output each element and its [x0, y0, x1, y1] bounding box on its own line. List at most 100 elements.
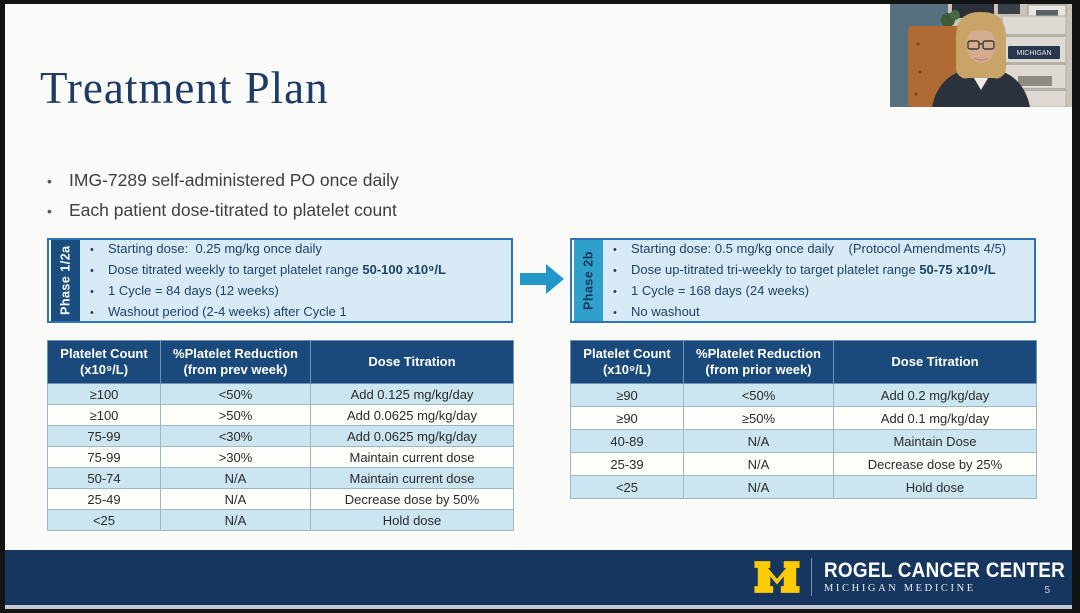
table-cell: >50% [160, 404, 311, 426]
table-cell: 25-49 [47, 488, 161, 510]
column-header: %Platelet Reduction (from prior week) [683, 340, 834, 384]
phase-bullet-text: Starting dose: 0.5 mg/kg once daily (Pro… [631, 241, 1007, 256]
board-pin [918, 70, 922, 74]
slide-title: Treatment Plan [40, 63, 329, 113]
phase-bullet: • Washout period (2-4 weeks) after Cycle … [90, 302, 505, 323]
bullet-dot-icon: • [47, 203, 52, 219]
table-cell: ≥100 [47, 404, 161, 426]
phase-1-2a-dose-table: Platelet Count (x10⁹/L) %Platelet Reducti… [47, 340, 514, 531]
column-header: %Platelet Reduction (from prev week) [160, 340, 311, 384]
board-pin [914, 92, 918, 96]
shelf-item [1018, 76, 1052, 86]
bullet-dot-icon: • [613, 307, 617, 319]
phase-bullet: • Starting dose: 0.5 mg/kg once daily (Pr… [613, 239, 1028, 260]
table-cell: 25-39 [570, 452, 684, 476]
table-cell: 40-89 [570, 429, 684, 453]
table-cell: Add 0.2 mg/kg/day [833, 383, 1037, 407]
bullet-dot-icon: • [613, 244, 617, 256]
presentation-slide: Treatment Plan • IMG-7289 self-administe… [5, 4, 1072, 609]
bullet-dot-icon: • [613, 286, 617, 298]
column-header: Platelet Count (x10⁹/L) [570, 340, 684, 384]
bullet-dot-icon: • [90, 265, 94, 277]
table-cell: <50% [683, 383, 834, 407]
table-cell: Decrease dose by 50% [310, 488, 514, 510]
phase-bullet-text: Washout period (2-4 weeks) after Cycle 1 [108, 304, 347, 319]
column-header: Dose Titration [833, 340, 1037, 384]
table-cell: Hold dose [833, 475, 1037, 499]
table-cell: Add 0.1 mg/kg/day [833, 406, 1037, 430]
right-arrow-icon [518, 260, 566, 298]
list-item: • Each patient dose-titrated to platelet… [47, 196, 399, 226]
footer-bar: ROGEL CANCER CENTER MICHIGAN MEDICINE 5 [5, 550, 1072, 605]
michigan-sign-text: MICHIGAN [1017, 50, 1052, 57]
bullet-dot-icon: • [90, 286, 94, 298]
table-cell: N/A [160, 509, 311, 531]
phase-bullet: • Dose titrated weekly to target platelet… [90, 260, 505, 281]
column-header: Platelet Count (x10⁹/L) [47, 340, 161, 384]
phase-bullet-text: Dose up-titrated tri-weekly to target pl… [631, 262, 996, 277]
table-cell: <25 [570, 475, 684, 499]
board-pin [916, 42, 920, 46]
table-cell: Maintain Dose [833, 429, 1037, 453]
presenter-hair-fringe [964, 26, 998, 36]
table-cell: Add 0.0625 mg/kg/day [310, 404, 514, 426]
table-row: ≥100 >50% Add 0.0625 mg/kg/day [47, 404, 514, 426]
table-cell: 75-99 [47, 446, 161, 468]
table-cell: 50-74 [47, 467, 161, 489]
table-cell: N/A [160, 467, 311, 489]
table-row: 75-99 >30% Maintain current dose [47, 446, 514, 468]
list-item: • IMG-7289 self-administered PO once dai… [47, 166, 399, 196]
table-cell: >30% [160, 446, 311, 468]
glasses-icon [967, 40, 980, 50]
brand-divider [811, 558, 812, 596]
header-row: Platelet Count (x10⁹/L) %Platelet Reducti… [570, 340, 1037, 384]
shelf-edge [1002, 34, 1066, 37]
phase-2b-dose-table: Platelet Count (x10⁹/L) %Platelet Reducti… [570, 340, 1037, 499]
presenter-webcam: MICHIGAN [890, 4, 1072, 107]
org-text: ROGEL CANCER CENTER MICHIGAN MEDICINE [824, 559, 1072, 595]
table-cell: N/A [683, 429, 834, 453]
phase-1-2a-details: • Starting dose: 0.25 mg/kg once daily • Do… [80, 240, 511, 321]
table-row: 40-89 N/A Maintain Dose [570, 429, 1037, 453]
table-row: 25-39 N/A Decrease dose by 25% [570, 452, 1037, 476]
phase-2b-box: Phase 2b • Starting dose: 0.5 mg/kg once … [570, 238, 1036, 323]
bullet-dot-icon: • [47, 173, 52, 189]
table-cell: 75-99 [47, 425, 161, 447]
table-cell: ≥100 [47, 383, 161, 405]
table-row: 75-99 <30% Add 0.0625 mg/kg/day [47, 425, 514, 447]
bullet-dot-icon: • [613, 265, 617, 277]
table-cell: <30% [160, 425, 311, 447]
phase-1-2a-tab-label: Phase 1/2a [49, 240, 80, 321]
bullet-dot-icon: • [90, 244, 94, 256]
plant-icon [950, 10, 960, 20]
phase-2b-details: • Starting dose: 0.5 mg/kg once daily (Pr… [603, 240, 1034, 321]
table-cell: Maintain current dose [310, 446, 514, 468]
page-number: 5 [1044, 585, 1050, 596]
table-cell: <25 [47, 509, 161, 531]
org-subtitle: MICHIGAN MEDICINE [824, 583, 976, 594]
table-row: <25 N/A Hold dose [570, 475, 1037, 499]
shelf-edge [1002, 88, 1066, 91]
table-cell: ≥90 [570, 383, 684, 407]
org-name: ROGEL CANCER CENTER [824, 559, 1066, 582]
michigan-sign [1008, 46, 1060, 59]
presenter-mouth [973, 57, 989, 61]
brand-lockup: ROGEL CANCER CENTER MICHIGAN MEDICINE [753, 558, 1072, 596]
table-cell: Add 0.0625 mg/kg/day [310, 425, 514, 447]
table-cell: ≥50% [683, 406, 834, 430]
table-cell: N/A [683, 475, 834, 499]
table-cell: N/A [160, 488, 311, 510]
table-cell: Add 0.125 mg/kg/day [310, 383, 514, 405]
table-row: ≥100 <50% Add 0.125 mg/kg/day [47, 383, 514, 405]
table-cell: <50% [160, 383, 311, 405]
table-row: 25-49 N/A Decrease dose by 50% [47, 488, 514, 510]
glasses-icon [982, 40, 995, 50]
phase-bullet-text: Dose titrated weekly to target platelet … [108, 262, 446, 277]
header-row: Platelet Count (x10⁹/L) %Platelet Reducti… [47, 340, 514, 384]
phase-1-2a-box: Phase 1/2a • Starting dose: 0.25 mg/kg on… [47, 238, 513, 323]
table-cell: N/A [683, 452, 834, 476]
table-row: 50-74 N/A Maintain current dose [47, 467, 514, 489]
table-cell: ≥90 [570, 406, 684, 430]
bullet-dot-icon: • [90, 307, 94, 319]
